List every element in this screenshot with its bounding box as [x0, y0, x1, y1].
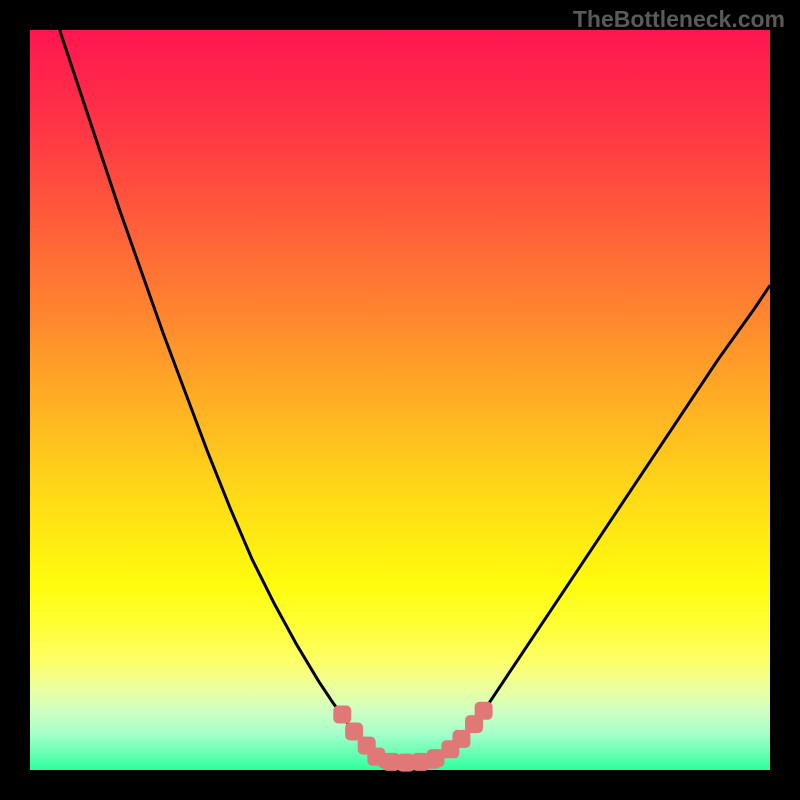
chart-frame: TheBottleneck.com [0, 0, 800, 800]
plot-svg [30, 30, 770, 770]
curve-marker [475, 702, 493, 720]
curve-marker [452, 730, 470, 748]
curve-marker [333, 706, 351, 724]
gradient-background [30, 30, 770, 770]
watermark-text: TheBottleneck.com [573, 6, 785, 33]
plot-area [30, 30, 770, 770]
